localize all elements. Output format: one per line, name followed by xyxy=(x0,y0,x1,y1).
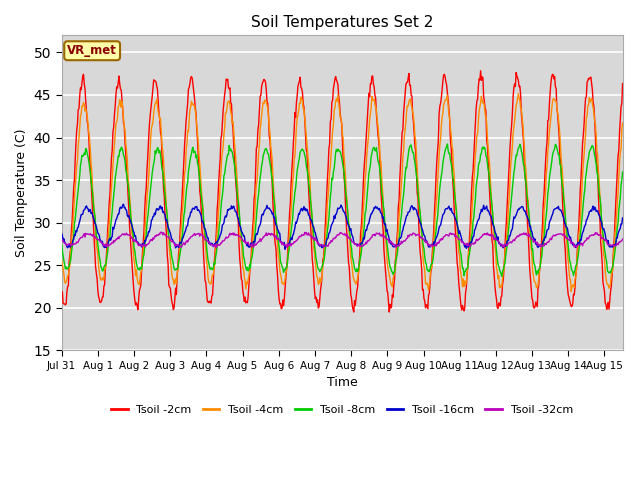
Y-axis label: Soil Temperature (C): Soil Temperature (C) xyxy=(15,129,28,257)
Legend: Tsoil -2cm, Tsoil -4cm, Tsoil -8cm, Tsoil -16cm, Tsoil -32cm: Tsoil -2cm, Tsoil -4cm, Tsoil -8cm, Tsoi… xyxy=(106,400,578,419)
Text: VR_met: VR_met xyxy=(67,44,117,57)
Title: Soil Temperatures Set 2: Soil Temperatures Set 2 xyxy=(251,15,433,30)
X-axis label: Time: Time xyxy=(326,376,358,389)
